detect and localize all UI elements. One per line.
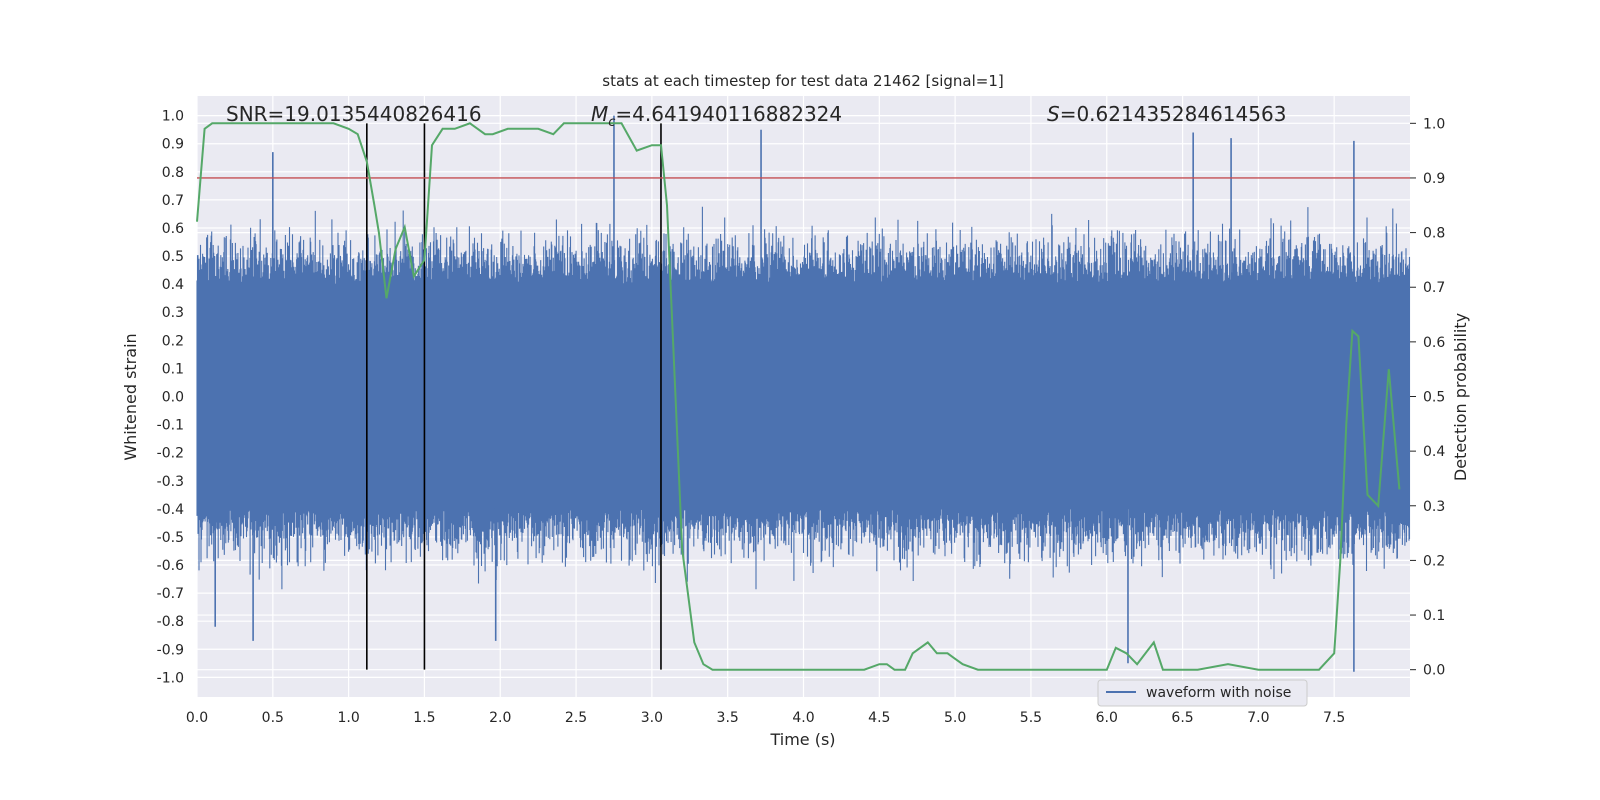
y-left-tick-label: -1.0 xyxy=(157,670,184,686)
y-left-tick-label: 0.1 xyxy=(162,361,184,377)
x-tick-label: 1.0 xyxy=(337,710,359,726)
x-tick-label: 2.0 xyxy=(489,710,511,726)
y-right-tick-label: 0.6 xyxy=(1423,335,1445,351)
s-value: =0.621435284614563 xyxy=(1060,102,1287,126)
chirp-mass-value: =4.641940116882324 xyxy=(615,102,842,126)
x-tick-label: 7.5 xyxy=(1323,710,1345,726)
chirp-mass-annotation: Mc=4.641940116882324 xyxy=(591,102,842,130)
legend: waveform with noise xyxy=(1097,679,1308,707)
s-annotation: S=0.621435284614563 xyxy=(1047,102,1286,126)
vertical-markers xyxy=(366,123,662,670)
y-left-tick-label: 0.7 xyxy=(162,193,184,209)
x-tick-label: 0.0 xyxy=(186,710,208,726)
y-left-tick-label: 0.2 xyxy=(162,333,184,349)
y-right-tick-label: 0.9 xyxy=(1423,171,1445,187)
chirp-mass-symbol: M xyxy=(591,102,608,126)
y-right-tick-label: 0.2 xyxy=(1423,553,1445,569)
y-left-tick-label: 1.0 xyxy=(162,109,184,125)
x-tick-label: 5.5 xyxy=(1020,710,1042,726)
y-left-tick-label: -0.2 xyxy=(157,446,184,462)
y-left-tick-label: 0.5 xyxy=(162,249,184,265)
y-right-tick-label: 0.8 xyxy=(1423,226,1445,242)
y-left-tick-label: -0.3 xyxy=(157,474,184,490)
y-right-tick-label: 0.3 xyxy=(1423,499,1445,515)
x-tick-label: 3.0 xyxy=(641,710,663,726)
y-right-tick-label: 0.4 xyxy=(1423,444,1445,460)
y-left-tick-label: -0.6 xyxy=(157,558,184,574)
y-right-tick-label: 0.0 xyxy=(1423,663,1445,679)
y-left-tick-label: -0.7 xyxy=(157,586,184,602)
y-left-tick-label: 0.9 xyxy=(162,137,184,153)
detection-probability-line xyxy=(196,122,1401,671)
x-tick-label: 6.5 xyxy=(1171,710,1193,726)
y-left-tick-label: 0.0 xyxy=(162,390,184,406)
legend-box xyxy=(1097,679,1308,707)
y-right-tick-label: 0.7 xyxy=(1423,280,1445,296)
x-tick-label: 2.5 xyxy=(565,710,587,726)
x-tick-label: 6.0 xyxy=(1096,710,1118,726)
s-symbol: S xyxy=(1047,102,1060,126)
x-axis-label: Time (s) xyxy=(769,730,835,749)
y-left-tick-label: 0.3 xyxy=(162,305,184,321)
y-left-tick-label: -0.4 xyxy=(157,502,184,518)
waveform-series xyxy=(196,115,1411,672)
y-left-axis-label: Whitened strain xyxy=(121,333,140,460)
x-tick-label: 4.5 xyxy=(868,710,890,726)
detection-probability-series xyxy=(196,122,1401,671)
x-tick-label: 3.5 xyxy=(717,710,739,726)
y-left-tick-label: -0.1 xyxy=(157,418,184,434)
snr-annotation: SNR=19.0135440826416 xyxy=(226,102,482,126)
y-left-tick-label: 0.4 xyxy=(162,277,184,293)
waveform-core xyxy=(197,284,1410,509)
y-left-axis-ticks: 1.0 0.9 0.8 0.7 0.6 0.5 0.4 0.3 0.2 0.1 0.0 -0.1 -0.… xyxy=(157,109,184,687)
y-right-tick-label: 0.5 xyxy=(1423,390,1445,406)
y-right-axis-label: Detection probability xyxy=(1451,313,1470,481)
x-axis-ticks: 0.0 0.5 1.0 1.5 2.0 2.5 3.0 3.5 4.0 4.5 5.0 5.5 6.0 6… xyxy=(186,710,1345,726)
y-left-tick-label: 0.6 xyxy=(162,221,184,237)
x-tick-label: 4.0 xyxy=(792,710,814,726)
chirp-mass-subscript: c xyxy=(608,115,615,130)
y-left-tick-label: 0.8 xyxy=(162,165,184,181)
x-tick-label: 5.0 xyxy=(944,710,966,726)
y-left-tick-label: -0.5 xyxy=(157,530,184,546)
y-right-tick-label: 1.0 xyxy=(1423,116,1445,132)
x-tick-label: 1.5 xyxy=(413,710,435,726)
y-right-axis-ticks: 1.0 0.9 0.8 0.7 0.6 0.5 0.4 0.3 0.2 0.1 0.0 xyxy=(1410,116,1445,679)
x-tick-label: 7.0 xyxy=(1247,710,1269,726)
legend-label: waveform with noise xyxy=(1146,685,1291,701)
chart-title: stats at each timestep for test data 214… xyxy=(602,72,1003,90)
x-tick-label: 0.5 xyxy=(262,710,284,726)
y-left-tick-label: -0.9 xyxy=(157,642,184,658)
y-right-tick-label: 0.1 xyxy=(1423,608,1445,624)
y-left-tick-label: -0.8 xyxy=(157,614,184,630)
